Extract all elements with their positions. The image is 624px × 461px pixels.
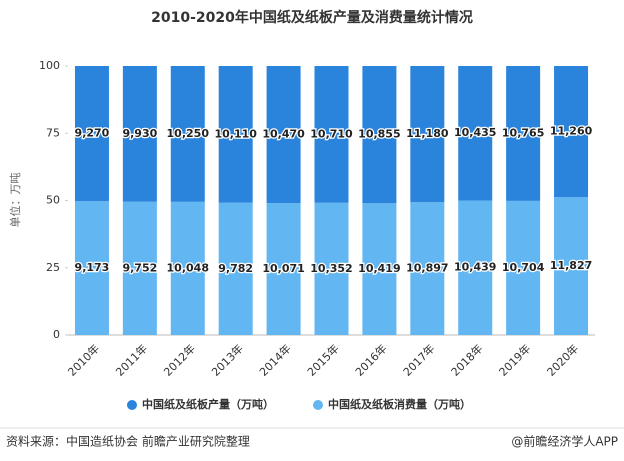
value-label: 10,352: [310, 262, 352, 275]
value-label: 10,048: [167, 261, 209, 274]
value-label: 10,071: [262, 262, 304, 275]
bar-segment: [410, 66, 445, 203]
bar-segment: [74, 66, 109, 202]
source: 资料来源：中国造纸协会 前瞻产业研究院整理: [6, 434, 250, 449]
value-label: 10,704: [502, 261, 545, 274]
y-tick-label: 25: [46, 261, 60, 274]
x-tick-label: 2019年: [496, 341, 533, 378]
brand: @前瞻经济学人APP: [511, 434, 618, 449]
bar-segment: [170, 201, 205, 335]
value-label: 11,827: [550, 259, 592, 272]
bar-segment: [314, 66, 349, 203]
legend-label: 中国纸及纸板产量（万吨）: [142, 397, 274, 411]
x-tick-label: 2016年: [352, 341, 389, 378]
y-tick-label: 75: [46, 126, 60, 139]
value-label: 9,752: [122, 261, 157, 274]
bar-segment: [554, 66, 589, 198]
x-tick-label: 2013年: [208, 341, 245, 378]
bar-segment: [266, 203, 301, 335]
x-tick-label: 2015年: [304, 341, 341, 378]
value-label: 10,110: [214, 127, 257, 140]
value-label: 10,765: [502, 126, 544, 139]
bar-segment: [170, 66, 205, 202]
x-tick-label: 2014年: [256, 341, 293, 378]
legend-label: 中国纸及纸板消费量（万吨）: [328, 397, 471, 411]
value-label: 9,782: [218, 262, 253, 275]
bar-segment: [362, 203, 397, 335]
value-label: 10,710: [310, 127, 353, 140]
y-tick-label: 0: [53, 328, 60, 341]
value-label: 10,897: [406, 262, 448, 275]
legend-swatch: [313, 400, 323, 410]
value-label: 11,260: [550, 125, 593, 138]
y-tick-label: 50: [46, 194, 60, 207]
legend-swatch: [127, 400, 137, 410]
value-label: 10,470: [262, 128, 305, 141]
chart-title: 2010-2020年中国纸及纸板产量及消费量统计情况: [151, 9, 473, 26]
value-label: 9,930: [122, 127, 157, 140]
value-label: 11,180: [406, 127, 449, 140]
bar-segment: [266, 66, 301, 204]
bar-segment: [74, 201, 109, 335]
value-label: 10,435: [454, 126, 496, 139]
value-label: 9,270: [75, 127, 110, 140]
x-tick-label: 2012年: [161, 341, 198, 378]
value-label: 9,173: [75, 261, 110, 274]
value-label: 10,250: [167, 127, 210, 140]
x-tick-label: 2020年: [544, 341, 581, 378]
bar-segment: [410, 202, 445, 335]
bar-segment: [218, 202, 253, 335]
value-label: 10,439: [454, 261, 496, 274]
x-tick-label: 2010年: [65, 341, 102, 378]
x-tick-label: 2011年: [113, 341, 150, 378]
bar-segment: [506, 200, 541, 335]
bar-segment: [122, 201, 157, 335]
x-tick-label: 2017年: [400, 341, 437, 378]
y-axis-label: 单位：万吨: [8, 173, 22, 228]
x-tick-label: 2018年: [448, 341, 485, 378]
bar-segment: [314, 202, 349, 335]
value-label: 10,419: [358, 262, 400, 275]
bar-segment: [218, 66, 253, 203]
bar-segment: [458, 66, 493, 201]
value-label: 10,855: [358, 128, 400, 141]
bar-segment: [122, 66, 157, 202]
bar-segment: [506, 66, 541, 201]
bar-segment: [554, 197, 589, 335]
bar-segment: [458, 200, 493, 335]
bar-segment: [362, 66, 397, 204]
y-tick-label: 100: [39, 59, 60, 72]
